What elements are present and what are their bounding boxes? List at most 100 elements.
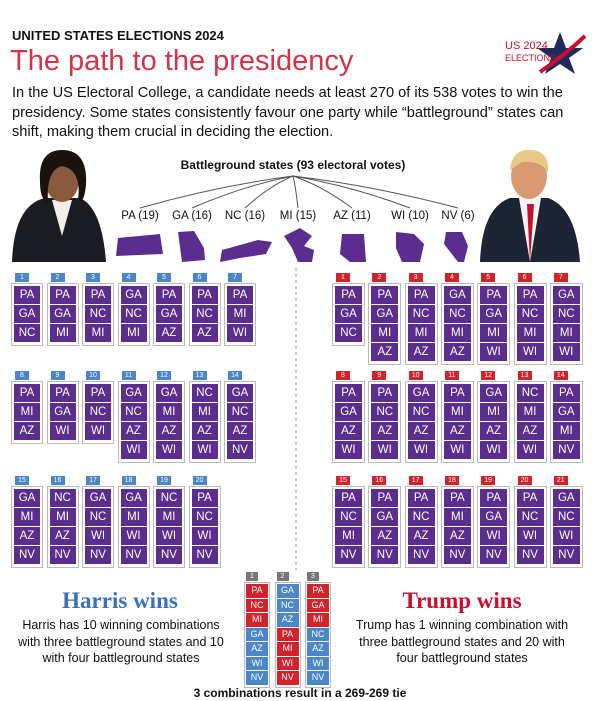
state-cell: GA <box>49 403 76 421</box>
combination: 17 GA NC WI NV <box>82 476 114 568</box>
state-cell: WI <box>516 441 544 459</box>
state-label: NC (16) <box>224 210 266 222</box>
state-label: NV (6) <box>441 210 475 222</box>
combo-box: NC MI AZ NV <box>46 486 79 568</box>
state-cell: NV <box>480 546 508 564</box>
combination: 1 PA GA NC <box>11 273 43 346</box>
tie-box: GA NC AZ PA MI WI NV <box>274 582 301 688</box>
combo-box: GA MI AZ WI <box>153 381 185 463</box>
state-cell: NC <box>85 305 111 323</box>
combination: 2 PA GA MI <box>46 273 79 346</box>
state-cell: GA <box>85 489 111 507</box>
state-cell: MI <box>14 508 40 526</box>
state-shape <box>340 234 366 262</box>
state-cell: MI <box>335 527 362 545</box>
state-cell: MI <box>120 508 147 526</box>
state-cell: MI <box>49 324 76 342</box>
state-cell: NC <box>552 305 580 323</box>
tie-cell: NV <box>307 671 329 685</box>
trump-heading: Trump wins <box>402 588 522 613</box>
tie-cell: GA <box>276 584 299 598</box>
state-cell: NV <box>552 546 580 564</box>
state-cell: AZ <box>443 527 471 545</box>
combination: 9 PA NC AZ WI <box>368 371 402 463</box>
combo-number: 5 <box>481 273 496 282</box>
combo-box: PA GA WI NV <box>477 486 511 568</box>
state-cell: WI <box>480 441 508 459</box>
state-cell: PA <box>371 489 399 507</box>
combo-number: 6 <box>517 273 532 282</box>
combination: 16 NC MI AZ NV <box>46 476 79 568</box>
combo-number: 3 <box>86 273 100 282</box>
state-cell: PA <box>407 286 435 304</box>
logo-text: US 2024 <box>505 40 548 52</box>
state-cell: AZ <box>371 527 399 545</box>
state-cell: PA <box>407 489 435 507</box>
combo-box: PA GA MI <box>46 283 79 346</box>
state-cell: AZ <box>227 422 253 440</box>
state-cell: MI <box>120 324 147 342</box>
combination: 14 GA NC AZ NV <box>224 371 256 463</box>
title: The path to the presidency <box>10 45 354 77</box>
state-cell: AZ <box>443 343 471 361</box>
state-cell: WI <box>480 527 508 545</box>
state-cell: AZ <box>156 324 182 342</box>
combo-number: 4 <box>121 273 136 282</box>
state-cell: MI <box>156 403 182 421</box>
combo-number: 20 <box>517 476 532 485</box>
state-label: AZ (11) <box>333 210 371 222</box>
state-cell: NC <box>516 384 544 402</box>
state-cell: PA <box>443 384 471 402</box>
state-cell: AZ <box>49 527 76 545</box>
state-cell: WI <box>516 343 544 361</box>
combo-number: 9 <box>50 371 65 380</box>
state-cell: AZ <box>480 422 508 440</box>
state-cell: WI <box>85 422 111 440</box>
state-cell: NC <box>156 489 182 507</box>
state-cell: AZ <box>156 422 182 440</box>
combo-number: 11 <box>444 371 459 380</box>
kicker: UNITED STATES ELECTIONS 2024 <box>12 28 224 43</box>
combo-box: PA NC AZ NV <box>404 486 438 568</box>
combo-box: PA GA NC <box>11 283 43 346</box>
state-cell: NC <box>407 508 435 526</box>
state-cell: PA <box>443 489 471 507</box>
combo-box: PA NC WI <box>82 381 114 444</box>
state-cell: PA <box>49 384 76 402</box>
state-cell: PA <box>156 286 182 304</box>
state-cell: PA <box>85 384 111 402</box>
combination: 15 PA NC MI NV <box>332 476 365 568</box>
combo-box: NC MI WI NV <box>153 486 185 568</box>
state-cell: NV <box>14 546 40 564</box>
state-cell: WI <box>443 441 471 459</box>
state-cell: PA <box>49 286 76 304</box>
combo-box: GA MI AZ NV <box>11 486 43 568</box>
connector <box>139 175 294 209</box>
combo-box: PA MI WI <box>224 283 256 346</box>
combo-box: PA NC MI NV <box>332 486 365 568</box>
tie-combination: 2 GA NC AZ PA MI WI NV <box>274 572 301 688</box>
tie-cell: WI <box>307 656 329 670</box>
state-cell: GA <box>371 508 399 526</box>
state-cell: GA <box>156 384 182 402</box>
state-cell: GA <box>407 384 435 402</box>
trump-photo <box>480 149 580 262</box>
combo-number: 16 <box>50 476 65 485</box>
connector <box>191 175 294 209</box>
combination: 3 PA NC MI <box>82 273 114 346</box>
combination: 5 PA GA MI WI <box>477 273 511 365</box>
combo-box: PA MI AZ WI <box>440 381 474 463</box>
combo-number: 20 <box>192 476 207 485</box>
combination: 21 GA NC WI NV <box>549 476 583 568</box>
state-cell: AZ <box>407 527 435 545</box>
combination: 12 GA MI AZ WI <box>477 371 511 463</box>
combination: 7 GA NC MI WI <box>549 273 583 365</box>
state-cell: NV <box>227 441 253 459</box>
state-cell: NC <box>191 305 218 323</box>
state-cell: GA <box>335 403 362 421</box>
state-cell: GA <box>335 305 362 323</box>
tie-cell: AZ <box>246 642 268 656</box>
combination: 2 PA GA MI AZ <box>368 273 402 365</box>
combo-number: 17 <box>408 476 423 485</box>
